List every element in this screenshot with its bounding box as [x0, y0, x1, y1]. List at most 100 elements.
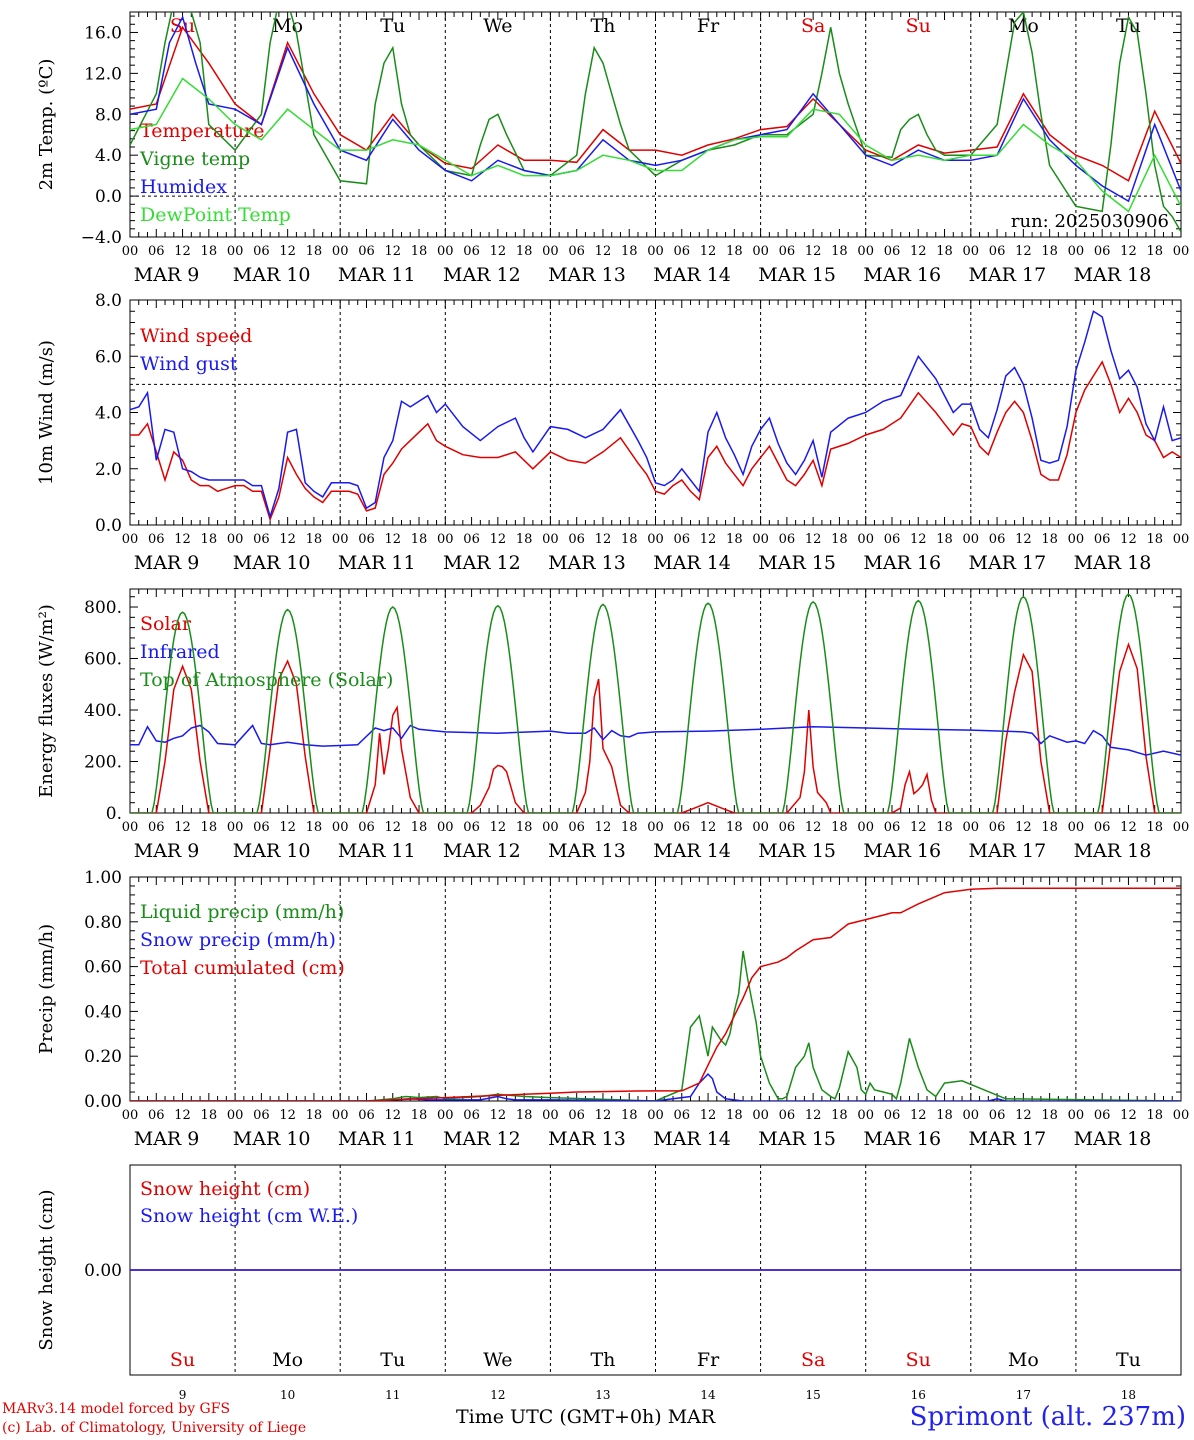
hour-tick-label: 18 [726, 1108, 743, 1123]
hour-tick-label: 06 [884, 244, 901, 259]
hour-tick-label: 12 [279, 1108, 296, 1123]
date-label: MAR 15 [758, 264, 836, 286]
date-label: MAR 16 [863, 840, 941, 862]
series-line [130, 642, 1181, 813]
hour-tick-label: 18 [831, 532, 848, 547]
y-tick-label: 6.0 [95, 347, 122, 367]
hour-tick-label: 00 [332, 820, 349, 835]
date-label: MAR 15 [758, 840, 836, 862]
hour-tick-label: 00 [1068, 1108, 1085, 1123]
hour-tick-label: 06 [568, 244, 585, 259]
hour-tick-label: 18 [516, 244, 533, 259]
hour-tick-label: 06 [148, 532, 165, 547]
legend-entry: Vigne temp [139, 148, 250, 170]
hour-tick-label: 06 [989, 532, 1006, 547]
hour-tick-label: 18 [411, 1108, 428, 1123]
series-line [130, 724, 1181, 756]
day-of-week-label: Tu [1116, 1349, 1141, 1371]
hour-tick-label: 06 [358, 244, 375, 259]
day-of-week-label: Th [590, 15, 615, 37]
hour-tick-label: 18 [1146, 532, 1163, 547]
hour-tick-label: 06 [463, 532, 480, 547]
day-number-label: 10 [280, 1388, 295, 1402]
hour-tick-label: 12 [910, 820, 927, 835]
hour-tick-label: 12 [805, 532, 822, 547]
panel-4: 0.00 0.20 0.40 0.60 0.80 1.00 Precip (mm/h) 00 0… [36, 868, 1189, 1150]
day-number-label: 12 [490, 1388, 505, 1402]
hour-tick-label: 00 [542, 820, 559, 835]
day-of-week-label: Mo [272, 15, 303, 37]
y-tick-label: 12.0 [84, 64, 122, 84]
hour-tick-label: 06 [674, 532, 691, 547]
legend-entry: Snow precip (mm/h) [140, 929, 336, 951]
hour-tick-label: 00 [437, 532, 454, 547]
series-line [130, 593, 1181, 813]
hour-tick-label: 18 [936, 532, 953, 547]
day-of-week-label: Tu [1116, 15, 1141, 37]
series-line [130, 310, 1181, 520]
hour-tick-label: 00 [752, 244, 769, 259]
y-axis-label: Snow height (cm) [36, 1189, 57, 1350]
hour-tick-label: 00 [542, 1108, 559, 1123]
hour-tick-label: 00 [857, 1108, 874, 1123]
day-of-week-label: Su [170, 1349, 195, 1371]
legend-entry: Snow height (cm) [140, 1178, 310, 1200]
y-tick-label: 4.0 [95, 404, 122, 424]
y-tick-label: 0.60 [84, 958, 122, 978]
legend-entry: Total cumulated (cm) [140, 957, 345, 979]
y-tick-label: 2.0 [95, 460, 122, 480]
hour-tick-label: 18 [726, 820, 743, 835]
hour-tick-label: 06 [148, 820, 165, 835]
date-label: MAR 14 [653, 840, 731, 862]
date-label: MAR 10 [233, 264, 311, 286]
hour-tick-label: 12 [1015, 244, 1032, 259]
y-tick-label: 0. [106, 804, 122, 824]
hour-tick-label: 18 [201, 244, 218, 259]
day-of-week-label: Th [590, 1349, 615, 1371]
date-label: MAR 11 [338, 840, 416, 862]
hour-tick-label: 12 [910, 532, 927, 547]
hour-tick-label: 18 [1146, 820, 1163, 835]
hour-tick-label: 06 [674, 1108, 691, 1123]
hour-tick-label: 18 [1041, 532, 1058, 547]
date-label: MAR 17 [968, 264, 1046, 286]
date-label: MAR 17 [968, 552, 1046, 574]
y-tick-label: 0.00 [84, 1092, 122, 1112]
y-axis-label: Precip (mm/h) [36, 924, 57, 1054]
legend-entry: Humidex [140, 176, 227, 198]
hour-tick-label: 00 [122, 1108, 139, 1123]
hour-tick-label: 12 [174, 1108, 191, 1123]
hour-tick-label: 00 [1173, 532, 1190, 547]
hour-tick-label: 12 [279, 244, 296, 259]
hour-tick-label: 18 [726, 244, 743, 259]
date-label: MAR 9 [134, 552, 200, 574]
hour-tick-label: 12 [490, 244, 507, 259]
date-label: MAR 12 [443, 552, 521, 574]
hour-tick-label: 06 [253, 1108, 270, 1123]
hour-tick-label: 12 [910, 244, 927, 259]
legend-entry: Temperature [140, 120, 264, 142]
hour-tick-label: 12 [1015, 820, 1032, 835]
legend-entry: Wind speed [140, 325, 252, 347]
hour-tick-label: 12 [279, 532, 296, 547]
hour-tick-label: 00 [963, 532, 980, 547]
hour-tick-label: 12 [490, 532, 507, 547]
hour-tick-label: 18 [1146, 244, 1163, 259]
hour-tick-label: 00 [542, 244, 559, 259]
hour-tick-label: 18 [516, 1108, 533, 1123]
hour-tick-label: 00 [857, 532, 874, 547]
y-tick-label: 0.20 [84, 1047, 122, 1067]
hour-tick-label: 06 [568, 1108, 585, 1123]
hour-tick-label: 12 [700, 244, 717, 259]
hour-tick-label: 00 [332, 532, 349, 547]
hour-tick-label: 06 [884, 1108, 901, 1123]
date-label: MAR 14 [653, 552, 731, 574]
hour-tick-label: 12 [595, 820, 612, 835]
hour-tick-label: 18 [306, 1108, 323, 1123]
series-line [130, 950, 1181, 1101]
date-label: MAR 11 [338, 264, 416, 286]
series-line [130, 1073, 1181, 1101]
day-number-label: 11 [385, 1388, 400, 1402]
